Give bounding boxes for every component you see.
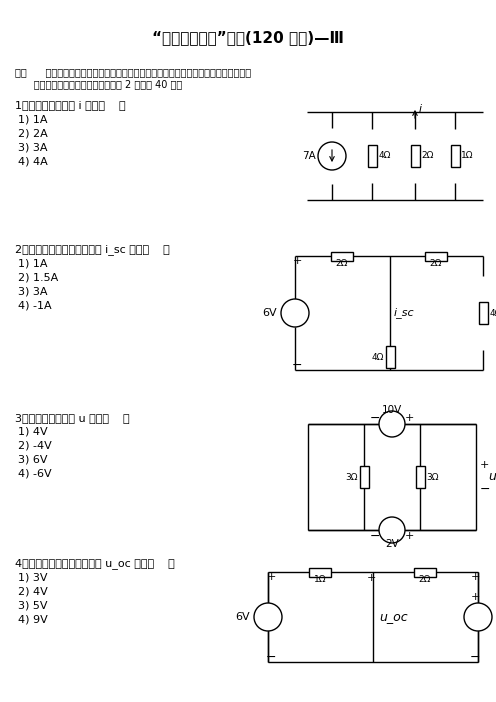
Text: +: + [266, 572, 276, 582]
Circle shape [464, 603, 492, 631]
Text: +: + [367, 573, 375, 583]
Text: +: + [404, 531, 414, 541]
Bar [411, 145, 420, 167]
Bar [450, 145, 459, 167]
Text: 2Ω: 2Ω [336, 260, 348, 268]
Text: 3、图示电路中电压 u 等于（    ）: 3、图示电路中电压 u 等于（ ） [15, 413, 129, 423]
Text: u: u [488, 470, 496, 484]
Text: −: − [480, 482, 491, 496]
Text: +: + [470, 572, 480, 582]
Text: 1、图示电路中电流 i 等于（    ）: 1、图示电路中电流 i 等于（ ） [15, 100, 125, 110]
Text: 3) 3A: 3) 3A [18, 287, 48, 297]
Text: 2V: 2V [385, 539, 399, 549]
Text: 3) 3A: 3) 3A [18, 143, 48, 153]
Text: −: − [470, 651, 480, 663]
Text: 2Ω: 2Ω [421, 152, 434, 161]
Text: +: + [404, 413, 414, 423]
Text: −: − [266, 651, 276, 663]
Text: 4Ω: 4Ω [490, 308, 496, 317]
Text: 6V: 6V [236, 612, 250, 622]
Circle shape [254, 603, 282, 631]
Text: i_sc: i_sc [394, 307, 415, 319]
Text: i: i [419, 104, 422, 114]
Bar [360, 466, 369, 488]
Text: 3) 6V: 3) 6V [18, 455, 48, 465]
Text: 一、      单项选择题（在每个小题的四个备选答案中，选出一个正确答案，并将正确答案: 一、 单项选择题（在每个小题的四个备选答案中，选出一个正确答案，并将正确答案 [15, 67, 251, 77]
Circle shape [379, 517, 405, 543]
Text: 4) 9V: 4) 9V [18, 615, 48, 625]
Text: 10V: 10V [382, 405, 402, 415]
Text: 1) 1A: 1) 1A [18, 259, 48, 269]
Text: +: + [292, 256, 302, 266]
Text: 2Ω: 2Ω [430, 260, 442, 268]
Text: −: − [370, 411, 380, 425]
Text: u_oc: u_oc [379, 611, 408, 623]
Text: 1) 3V: 1) 3V [18, 573, 48, 583]
Text: 3Ω: 3Ω [345, 472, 358, 482]
Text: 2、图示单口网络的短路电流 i_sc 等于（    ）: 2、图示单口网络的短路电流 i_sc 等于（ ） [15, 244, 170, 256]
Text: 2Ω: 2Ω [419, 576, 431, 585]
Bar [425, 251, 447, 260]
Circle shape [281, 299, 309, 327]
Bar [368, 145, 376, 167]
Text: 6V: 6V [262, 308, 277, 318]
Text: 4Ω: 4Ω [378, 152, 391, 161]
Text: +: + [470, 592, 480, 602]
Text: 1) 1A: 1) 1A [18, 115, 48, 125]
Text: +: + [480, 460, 490, 470]
Text: 3) 5V: 3) 5V [18, 601, 48, 611]
Bar [385, 346, 394, 368]
Bar [414, 567, 436, 576]
Circle shape [379, 411, 405, 437]
Text: 1Ω: 1Ω [461, 152, 474, 161]
Text: 3Ω: 3Ω [426, 472, 439, 482]
Text: 4Ω: 4Ω [372, 352, 384, 362]
Text: −: − [292, 359, 302, 371]
Bar [309, 567, 331, 576]
Text: 2) 2A: 2) 2A [18, 129, 48, 139]
Text: 4) -6V: 4) -6V [18, 469, 52, 479]
Bar [331, 251, 353, 260]
Text: 4、图示单口网络的开路电压 u_oc 等于（    ）: 4、图示单口网络的开路电压 u_oc 等于（ ） [15, 559, 175, 569]
Text: 1) 4V: 1) 4V [18, 427, 48, 437]
Text: 4) -1A: 4) -1A [18, 301, 52, 311]
Bar [479, 302, 488, 324]
Text: 7A: 7A [302, 151, 316, 161]
Text: “电路分析基础”试题(120 分钟)—Ⅲ: “电路分析基础”试题(120 分钟)—Ⅲ [152, 30, 344, 46]
Text: 的号码填入提子的括号内．每小题 2 分，共 40 分）: 的号码填入提子的括号内．每小题 2 分，共 40 分） [15, 79, 182, 89]
Text: 2) -4V: 2) -4V [18, 441, 52, 451]
Text: −: − [370, 529, 380, 543]
Text: 2) 1.5A: 2) 1.5A [18, 273, 58, 283]
Text: 2) 4V: 2) 4V [18, 587, 48, 597]
Bar [416, 466, 425, 488]
Circle shape [318, 142, 346, 170]
Text: 1Ω: 1Ω [314, 576, 326, 585]
Text: 4) 4A: 4) 4A [18, 157, 48, 167]
